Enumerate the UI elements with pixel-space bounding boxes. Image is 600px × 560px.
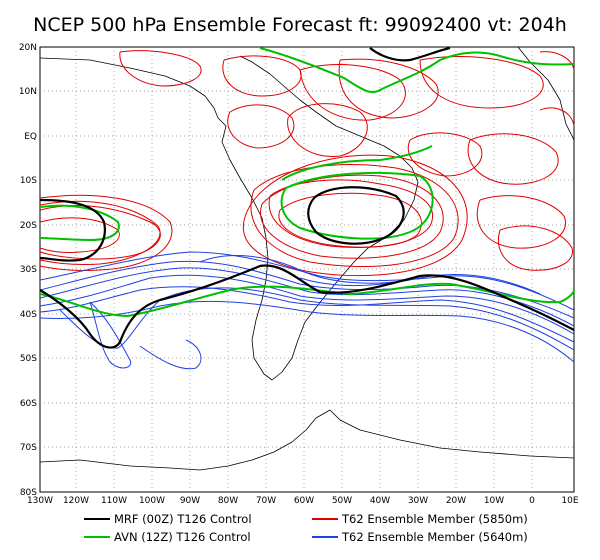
- legend-label: T62 Ensemble Member (5640m): [342, 530, 528, 544]
- lat-label: 80S: [20, 488, 37, 498]
- legend-label: T62 Ensemble Member (5850m): [342, 512, 528, 526]
- lat-label: 60S: [20, 399, 37, 409]
- lat-label: 40S: [20, 310, 37, 320]
- lon-label: 90W: [180, 496, 200, 506]
- central-america-coast: [39, 57, 219, 119]
- avn-control-contours: [39, 47, 575, 318]
- antarctica-coast: [39, 409, 575, 469]
- forecast-map: 20N 10N EQ 10S 20S 30S 40S 50S 60S 70S 8…: [19, 43, 579, 506]
- legend-item-avn: AVN (12Z) T126 Control: [84, 530, 251, 544]
- legend: MRF (00Z) T126 Control AVN (12Z) T126 Co…: [0, 508, 600, 552]
- legend-label: AVN (12Z) T126 Control: [114, 530, 251, 544]
- africa-coast: [517, 46, 575, 141]
- ens-5850-contours: [39, 50, 575, 277]
- lat-label: 20S: [20, 221, 37, 231]
- lon-label: 110W: [101, 496, 127, 506]
- lon-label: 10E: [561, 496, 578, 506]
- lon-label: 40W: [370, 496, 390, 506]
- legend-item-mrf: MRF (00Z) T126 Control: [84, 512, 252, 526]
- legend-swatch: [84, 518, 110, 520]
- lon-label: 130W: [27, 496, 53, 506]
- lon-label: 0: [529, 496, 535, 506]
- lon-label: 80W: [218, 496, 238, 506]
- map-frame: [39, 46, 575, 493]
- lat-label: 70S: [20, 443, 37, 453]
- antarctic-peninsula-coast: [169, 409, 331, 471]
- lat-label: 10N: [19, 87, 37, 97]
- legend-swatch: [312, 518, 338, 520]
- lat-labels: 20N 10N EQ 10S 20S 30S 40S 50S 60S 70S 8…: [19, 43, 37, 498]
- lat-label: 10S: [20, 176, 37, 186]
- lon-label: 20W: [446, 496, 466, 506]
- lat-label: EQ: [24, 132, 37, 142]
- lon-label: 70W: [256, 496, 276, 506]
- lat-label: 20N: [19, 43, 37, 53]
- lat-label: 30S: [20, 265, 37, 275]
- legend-swatch: [312, 536, 338, 538]
- mrf-control-contours: [39, 46, 575, 349]
- lon-labels: 130W 120W 110W 100W 90W 80W 70W 60W 50W …: [27, 496, 579, 506]
- lon-label: 10W: [484, 496, 504, 506]
- lon-label: 120W: [63, 496, 89, 506]
- legend-label: MRF (00Z) T126 Control: [114, 512, 252, 526]
- lon-label: 100W: [139, 496, 165, 506]
- chart-title: NCEP 500 hPa Ensemble Forecast ft: 99092…: [33, 14, 567, 36]
- lat-label: 50S: [20, 354, 37, 364]
- lon-label: 60W: [294, 496, 314, 506]
- lon-label: 50W: [332, 496, 352, 506]
- coastlines: [39, 46, 575, 471]
- lon-label: 30W: [408, 496, 428, 506]
- legend-item-ens-5850: T62 Ensemble Member (5850m): [312, 512, 528, 526]
- legend-item-ens-5640: T62 Ensemble Member (5640m): [312, 530, 528, 544]
- ens-5640-contours: [39, 251, 575, 370]
- south-america-coast: [217, 55, 419, 381]
- legend-swatch: [84, 536, 110, 538]
